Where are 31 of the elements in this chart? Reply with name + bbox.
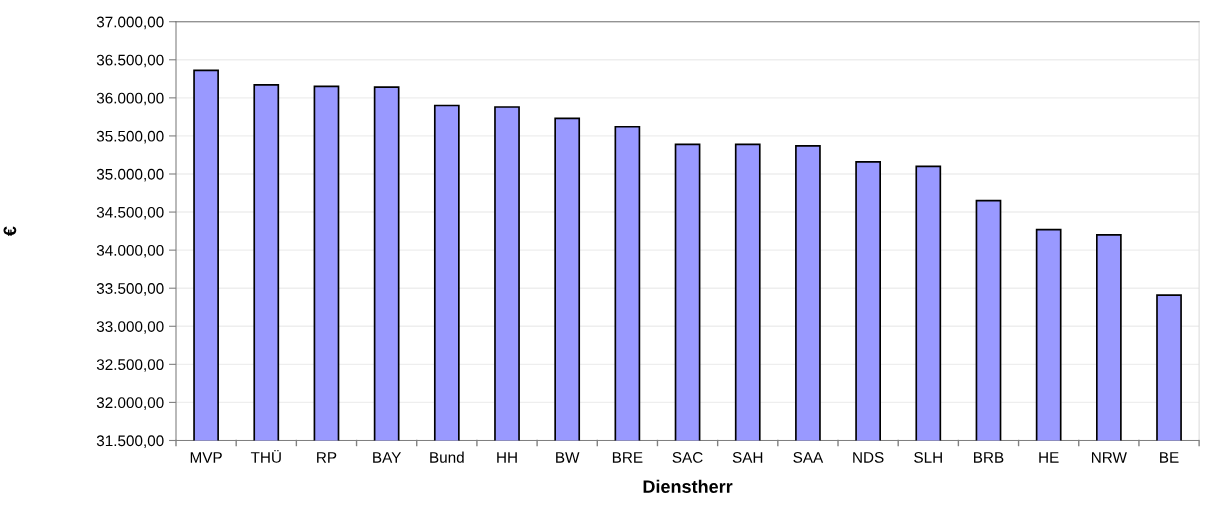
x-tick-label: THÜ — [250, 449, 281, 463]
x-tick-label: BE — [1160, 452, 1179, 463]
y-tick-label: 32.000,00 — [96, 397, 164, 410]
x-tick-label: HH — [497, 452, 517, 463]
y-tick-label: 33.500,00 — [96, 283, 164, 296]
x-axis-title: Dienstherr — [643, 479, 733, 493]
x-tick-label: SLH — [914, 452, 942, 463]
x-tick-label: BRB — [974, 452, 1004, 463]
x-tick-label: NDS — [853, 452, 884, 463]
x-tick-label: BRE — [612, 452, 643, 463]
y-tick-label: 34.000,00 — [96, 245, 164, 258]
y-tick-label: 35.500,00 — [96, 130, 164, 144]
y-axis-title: € — [3, 226, 17, 237]
x-tick-label: HE — [1039, 452, 1059, 463]
y-tick-label: 33.000,00 — [96, 321, 164, 334]
x-tick-label: BAY — [373, 452, 402, 463]
y-tick-label: 31.500,00 — [96, 435, 164, 448]
y-tick-label: 34.500,00 — [96, 206, 164, 220]
y-tick-label: 32.500,00 — [96, 359, 164, 372]
x-tick-label: SAC — [672, 452, 703, 463]
y-tick-label: 37.000,00 — [96, 16, 164, 30]
x-tick-label: BW — [556, 452, 580, 463]
y-tick-label: 36.500,00 — [96, 54, 164, 68]
x-tick-label: MVP — [190, 452, 222, 463]
y-tick-label: 36.000,00 — [96, 92, 164, 106]
x-tick-label: SAH — [732, 452, 763, 463]
x-tick-label: NRW — [1091, 452, 1127, 463]
x-tick-label: SAA — [793, 452, 824, 463]
x-tick-label: RP — [317, 452, 337, 463]
y-tick-label: 35.000,00 — [96, 168, 164, 182]
x-tick-label: Bund — [430, 451, 464, 463]
